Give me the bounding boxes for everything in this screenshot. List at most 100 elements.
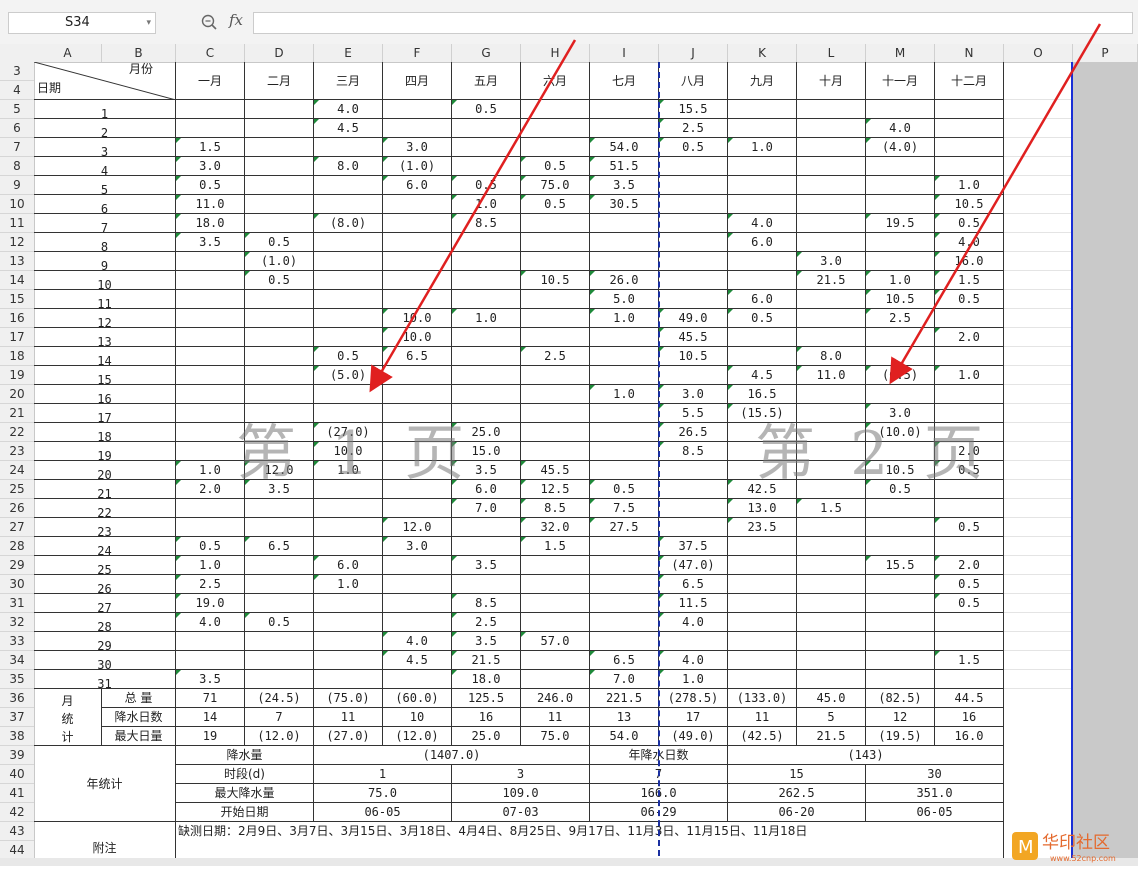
daily-cell[interactable] xyxy=(590,613,659,632)
row-header-10[interactable]: 10 xyxy=(0,195,34,214)
daily-cell[interactable]: 12.5 xyxy=(521,480,590,499)
annual-precip-label[interactable]: 降水量 xyxy=(176,746,314,765)
daily-cell[interactable] xyxy=(659,518,728,537)
monthly-value[interactable]: 54.0 xyxy=(590,727,659,746)
daily-cell[interactable] xyxy=(866,632,935,651)
daily-cell[interactable]: 16.5 xyxy=(728,385,797,404)
daily-cell[interactable] xyxy=(314,252,383,271)
daily-cell[interactable]: 2.5 xyxy=(521,347,590,366)
daily-cell[interactable] xyxy=(452,347,521,366)
daily-cell[interactable] xyxy=(521,328,590,347)
daily-cell[interactable] xyxy=(590,252,659,271)
daily-cell[interactable] xyxy=(245,309,314,328)
daily-cell[interactable]: 1.5 xyxy=(521,537,590,556)
cell-O[interactable] xyxy=(1004,518,1073,537)
day-label[interactable]: 11 xyxy=(34,290,176,311)
cell-O[interactable] xyxy=(1004,670,1073,689)
daily-cell[interactable]: 11.0 xyxy=(797,366,866,385)
daily-cell[interactable] xyxy=(521,252,590,271)
daily-cell[interactable] xyxy=(176,366,245,385)
monthly-value[interactable]: (12.0) xyxy=(383,727,452,746)
column-header-K[interactable]: K xyxy=(728,44,797,62)
daily-cell[interactable]: 10.0 xyxy=(383,328,452,347)
row-header-39[interactable]: 39 xyxy=(0,746,34,765)
monthly-value[interactable]: (24.5) xyxy=(245,689,314,708)
column-header-O[interactable]: O xyxy=(1004,44,1073,62)
row-header-21[interactable]: 21 xyxy=(0,404,34,423)
daily-cell[interactable]: 10.5 xyxy=(659,347,728,366)
monthly-value[interactable]: (82.5) xyxy=(866,689,935,708)
daily-cell[interactable] xyxy=(866,157,935,176)
daily-cell[interactable] xyxy=(590,594,659,613)
daily-cell[interactable]: 21.5 xyxy=(452,651,521,670)
daily-cell[interactable] xyxy=(797,518,866,537)
cell-O[interactable] xyxy=(1004,499,1073,518)
daily-cell[interactable]: 1.5 xyxy=(935,271,1004,290)
daily-cell[interactable] xyxy=(245,442,314,461)
row-header-8[interactable]: 8 xyxy=(0,157,34,176)
daily-cell[interactable] xyxy=(245,366,314,385)
daily-cell[interactable] xyxy=(383,252,452,271)
row-header-9[interactable]: 9 xyxy=(0,176,34,195)
daily-cell[interactable] xyxy=(797,651,866,670)
daily-cell[interactable]: 6.0 xyxy=(314,556,383,575)
daily-cell[interactable]: 6.5 xyxy=(245,537,314,556)
daily-cell[interactable] xyxy=(521,290,590,309)
daily-cell[interactable]: 6.0 xyxy=(452,480,521,499)
daily-cell[interactable] xyxy=(245,556,314,575)
daily-cell[interactable] xyxy=(935,480,1004,499)
daily-cell[interactable] xyxy=(383,594,452,613)
daily-cell[interactable] xyxy=(383,195,452,214)
daily-cell[interactable] xyxy=(383,480,452,499)
daily-cell[interactable]: 12.0 xyxy=(383,518,452,537)
monthly-value[interactable]: 14 xyxy=(176,708,245,727)
daily-cell[interactable] xyxy=(935,347,1004,366)
daily-cell[interactable] xyxy=(797,575,866,594)
daily-cell[interactable] xyxy=(314,271,383,290)
notes-label[interactable]: 附注 xyxy=(34,822,176,860)
column-header-L[interactable]: L xyxy=(797,44,866,62)
daily-cell[interactable] xyxy=(797,385,866,404)
daily-cell[interactable]: (6.5) xyxy=(866,366,935,385)
daily-cell[interactable] xyxy=(452,157,521,176)
daily-cell[interactable] xyxy=(797,404,866,423)
daily-cell[interactable] xyxy=(728,442,797,461)
monthly-value[interactable]: (12.0) xyxy=(245,727,314,746)
column-header-H[interactable]: H xyxy=(521,44,590,62)
daily-cell[interactable]: 1.5 xyxy=(797,499,866,518)
column-header-M[interactable]: M xyxy=(866,44,935,62)
daily-cell[interactable]: 8.5 xyxy=(521,499,590,518)
daily-cell[interactable] xyxy=(245,214,314,233)
daily-cell[interactable]: 37.5 xyxy=(659,537,728,556)
column-header-B[interactable]: B xyxy=(102,44,176,62)
daily-cell[interactable]: 8.5 xyxy=(659,442,728,461)
daily-cell[interactable] xyxy=(728,670,797,689)
daily-cell[interactable] xyxy=(176,651,245,670)
daily-cell[interactable] xyxy=(521,556,590,575)
day-label[interactable]: 22 xyxy=(34,499,176,520)
daily-cell[interactable]: 10.0 xyxy=(383,309,452,328)
daily-cell[interactable]: 0.5 xyxy=(728,309,797,328)
column-header-G[interactable]: G xyxy=(452,44,521,62)
daily-cell[interactable] xyxy=(866,176,935,195)
row-header-3[interactable]: 3 xyxy=(0,62,34,81)
daily-cell[interactable]: 1.0 xyxy=(176,556,245,575)
daily-cell[interactable] xyxy=(245,347,314,366)
daily-cell[interactable]: 3.0 xyxy=(383,537,452,556)
row-header-15[interactable]: 15 xyxy=(0,290,34,309)
daily-cell[interactable] xyxy=(728,328,797,347)
day-label[interactable]: 21 xyxy=(34,480,176,501)
daily-cell[interactable] xyxy=(866,613,935,632)
daily-cell[interactable] xyxy=(452,366,521,385)
daily-cell[interactable] xyxy=(176,518,245,537)
cell-O[interactable] xyxy=(1004,119,1073,138)
daily-cell[interactable]: 2.0 xyxy=(935,328,1004,347)
day-label[interactable]: 16 xyxy=(34,385,176,406)
daily-cell[interactable]: 3.0 xyxy=(866,404,935,423)
month-header-10[interactable]: 十月 xyxy=(797,62,866,100)
daily-cell[interactable] xyxy=(935,499,1004,518)
daily-cell[interactable]: 3.5 xyxy=(245,480,314,499)
day-label[interactable]: 28 xyxy=(34,613,176,634)
day-label[interactable]: 8 xyxy=(34,233,176,254)
daily-cell[interactable] xyxy=(245,404,314,423)
